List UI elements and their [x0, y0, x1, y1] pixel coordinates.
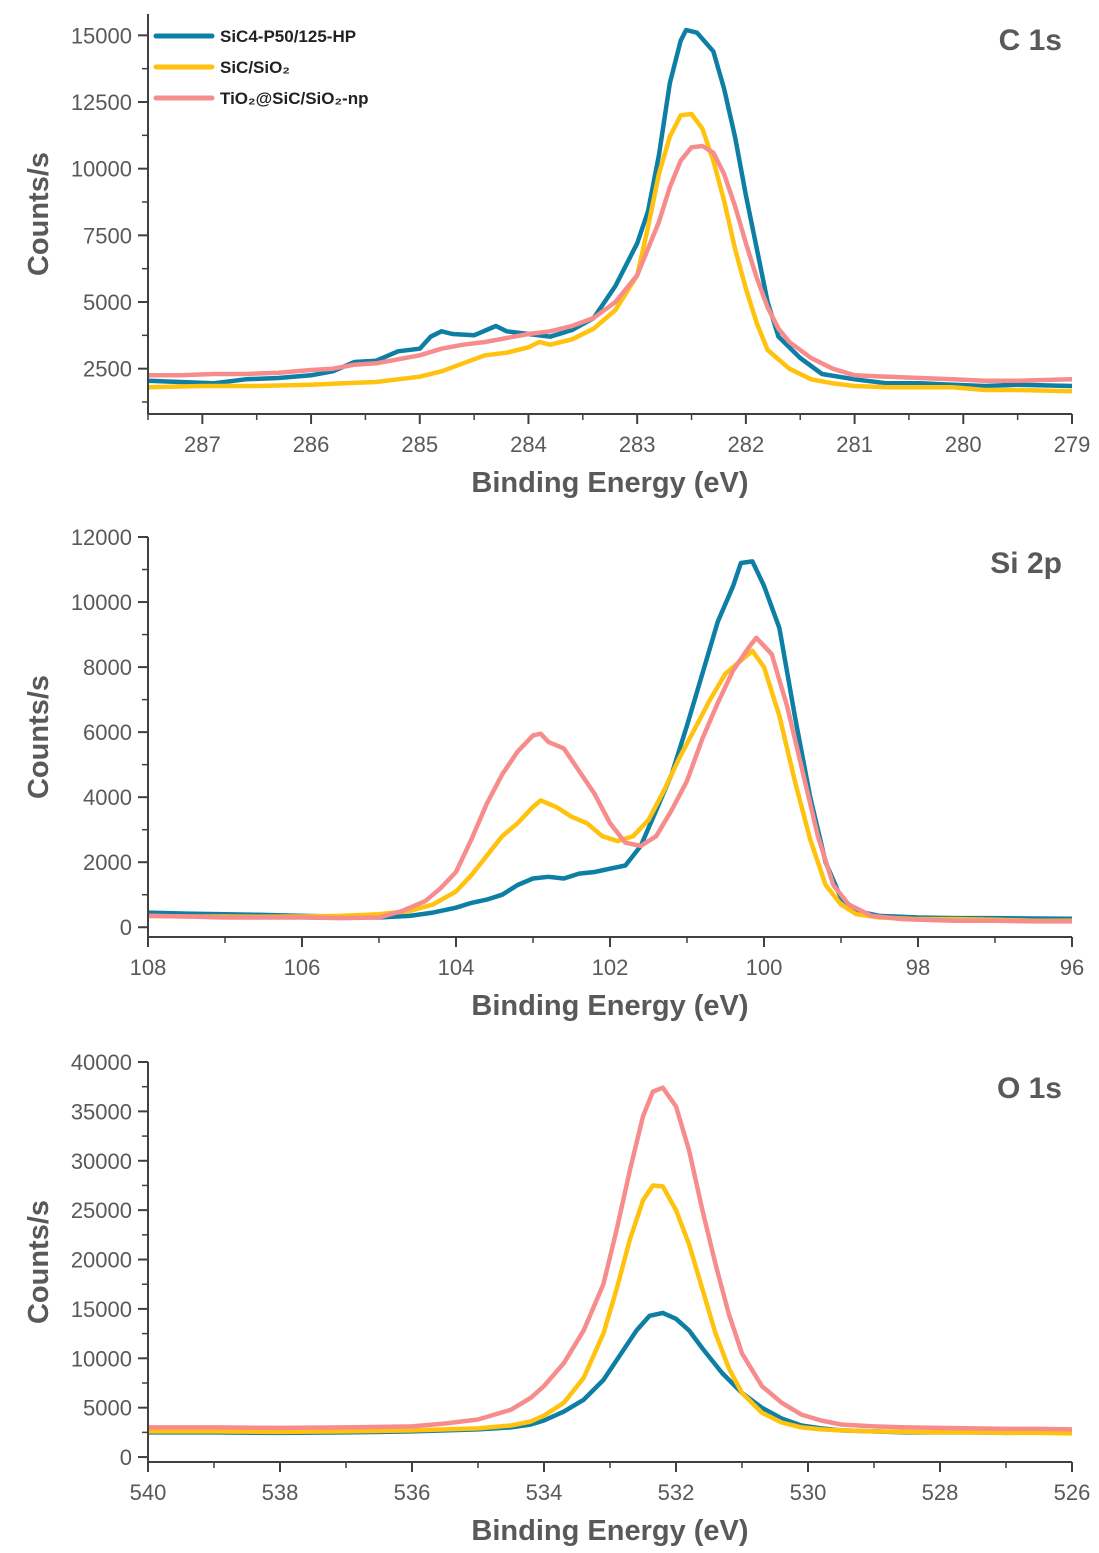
y-tick-label: 30000 [71, 1149, 132, 1174]
panel-title: Si 2p [990, 547, 1062, 580]
panel-title: C 1s [999, 24, 1062, 57]
series-line-2 [148, 111, 1072, 394]
x-tick-label: 102 [592, 955, 629, 980]
chart-panel-c1s: 287 286 285 284 283 282 281 280 279 2500 5000 7500 1… [23, 14, 1090, 499]
legend-label: SiC/SiO₂ [220, 58, 290, 77]
x-tick-label: 100 [746, 955, 783, 980]
y-tick-label: 35000 [71, 1099, 132, 1124]
x-tick-label: 285 [401, 432, 438, 457]
x-tick-label: 281 [836, 432, 873, 457]
x-axis-title: Binding Energy (eV) [471, 1515, 748, 1547]
x-tick-label: 106 [284, 955, 321, 980]
legend-label: TiO₂@SiC/SiO₂-np [220, 89, 368, 108]
y-tick-label: 20000 [71, 1248, 132, 1273]
y-tick-label: 10000 [71, 590, 132, 615]
y-tick-label: 5000 [83, 290, 132, 315]
y-axis-title: Counts/s [23, 675, 55, 799]
y-tick-label: 12000 [71, 525, 132, 550]
y-tick-label: 40000 [71, 1050, 132, 1075]
series-line-2 [148, 1183, 1072, 1436]
x-tick-label: 530 [790, 1480, 827, 1505]
chart-panel-si2p: 108 106 104 102 100 98 96 0 2000 4000 6000 8000 1000… [23, 525, 1084, 1022]
x-tick-label: 532 [658, 1480, 695, 1505]
x-tick-label: 104 [438, 955, 475, 980]
x-tick-label: 534 [526, 1480, 563, 1505]
chart-panels: 287 286 285 284 283 282 281 280 279 2500 5000 7500 1… [23, 14, 1090, 1547]
y-tick-label: 10000 [71, 1346, 132, 1371]
y-tick-label: 15000 [71, 23, 132, 48]
series-group [148, 1085, 1072, 1436]
y-tick-label: 0 [120, 1445, 132, 1470]
x-tick-label: 286 [293, 432, 330, 457]
series-group [148, 27, 1072, 394]
y-tick-label: 4000 [83, 785, 132, 810]
y-axis-title: Counts/s [23, 1200, 55, 1324]
series-line-3 [148, 1085, 1072, 1432]
x-tick-label: 98 [906, 955, 930, 980]
y-tick-label: 0 [120, 915, 132, 940]
y-tick-label: 7500 [83, 223, 132, 248]
x-tick-label: 287 [184, 432, 221, 457]
x-tick-label: 540 [130, 1480, 167, 1505]
legend: SiC4-P50/125-HP SiC/SiO₂ TiO₂@SiC/SiO₂-np [153, 27, 368, 108]
y-axis-title: Counts/s [23, 152, 55, 276]
y-tick-label: 10000 [71, 157, 132, 182]
series-line-3 [148, 143, 1072, 383]
series-line-1 [148, 559, 1072, 922]
x-tick-label: 108 [130, 955, 167, 980]
x-tick-label: 284 [510, 432, 547, 457]
y-tick-label: 6000 [83, 720, 132, 745]
y-tick-label: 8000 [83, 655, 132, 680]
x-tick-label: 282 [728, 432, 765, 457]
x-tick-label: 96 [1060, 955, 1084, 980]
x-axis-title: Binding Energy (eV) [471, 990, 748, 1022]
y-tick-label: 25000 [71, 1198, 132, 1223]
x-tick-label: 538 [262, 1480, 299, 1505]
series-line-1 [148, 1310, 1072, 1436]
y-tick-label: 12500 [71, 90, 132, 115]
y-tick-label: 2500 [83, 357, 132, 382]
x-tick-label: 536 [394, 1480, 431, 1505]
x-axis-title: Binding Energy (eV) [471, 467, 748, 499]
chart-panel-o1s: 540 538 536 534 532 530 528 526 0 5000 10000 15000 2… [23, 1050, 1090, 1547]
series-line-3 [148, 635, 1072, 924]
y-tick-label: 15000 [71, 1297, 132, 1322]
x-tick-label: 283 [619, 432, 656, 457]
legend-label: SiC4-P50/125-HP [220, 27, 356, 46]
y-tick-label: 5000 [83, 1396, 132, 1421]
x-tick-label: 526 [1054, 1480, 1091, 1505]
series-group [148, 559, 1072, 924]
y-tick-label: 2000 [83, 850, 132, 875]
panel-title: O 1s [997, 1072, 1062, 1105]
series-line-2 [148, 648, 1072, 923]
x-tick-label: 280 [945, 432, 982, 457]
x-tick-label: 528 [922, 1480, 959, 1505]
series-line-1 [148, 27, 1072, 389]
x-tick-label: 279 [1054, 432, 1091, 457]
